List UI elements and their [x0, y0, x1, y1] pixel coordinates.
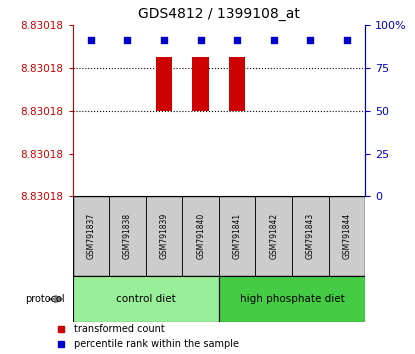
Bar [229, 57, 245, 110]
Text: protocol: protocol [25, 294, 64, 304]
Bar [109, 196, 146, 276]
Point [307, 38, 314, 43]
Text: GSM791838: GSM791838 [123, 213, 132, 259]
Text: GSM791841: GSM791841 [233, 213, 242, 259]
Bar [73, 276, 219, 322]
Text: GSM791837: GSM791837 [86, 213, 95, 259]
Point [271, 38, 277, 43]
Text: GSM791840: GSM791840 [196, 213, 205, 259]
Bar [256, 196, 292, 276]
Text: control diet: control diet [116, 294, 176, 304]
Text: GSM791839: GSM791839 [159, 213, 168, 259]
Text: GSM791843: GSM791843 [306, 213, 315, 259]
Point [197, 38, 204, 43]
Point [88, 38, 94, 43]
Bar [182, 196, 219, 276]
Bar [219, 276, 365, 322]
Text: GSM791844: GSM791844 [342, 213, 352, 259]
Text: percentile rank within the sample: percentile rank within the sample [74, 339, 239, 349]
Bar [292, 196, 329, 276]
Text: GSM791842: GSM791842 [269, 213, 278, 259]
Bar [156, 57, 172, 110]
Bar [193, 57, 209, 110]
Point [344, 38, 350, 43]
Text: transformed count: transformed count [74, 324, 165, 334]
Bar [73, 196, 109, 276]
Bar [219, 196, 256, 276]
Point [234, 38, 241, 43]
Bar [329, 196, 365, 276]
Point [124, 38, 131, 43]
Point [161, 38, 167, 43]
Title: GDS4812 / 1399108_at: GDS4812 / 1399108_at [138, 7, 300, 21]
Text: high phosphate diet: high phosphate diet [240, 294, 344, 304]
Bar [146, 196, 182, 276]
